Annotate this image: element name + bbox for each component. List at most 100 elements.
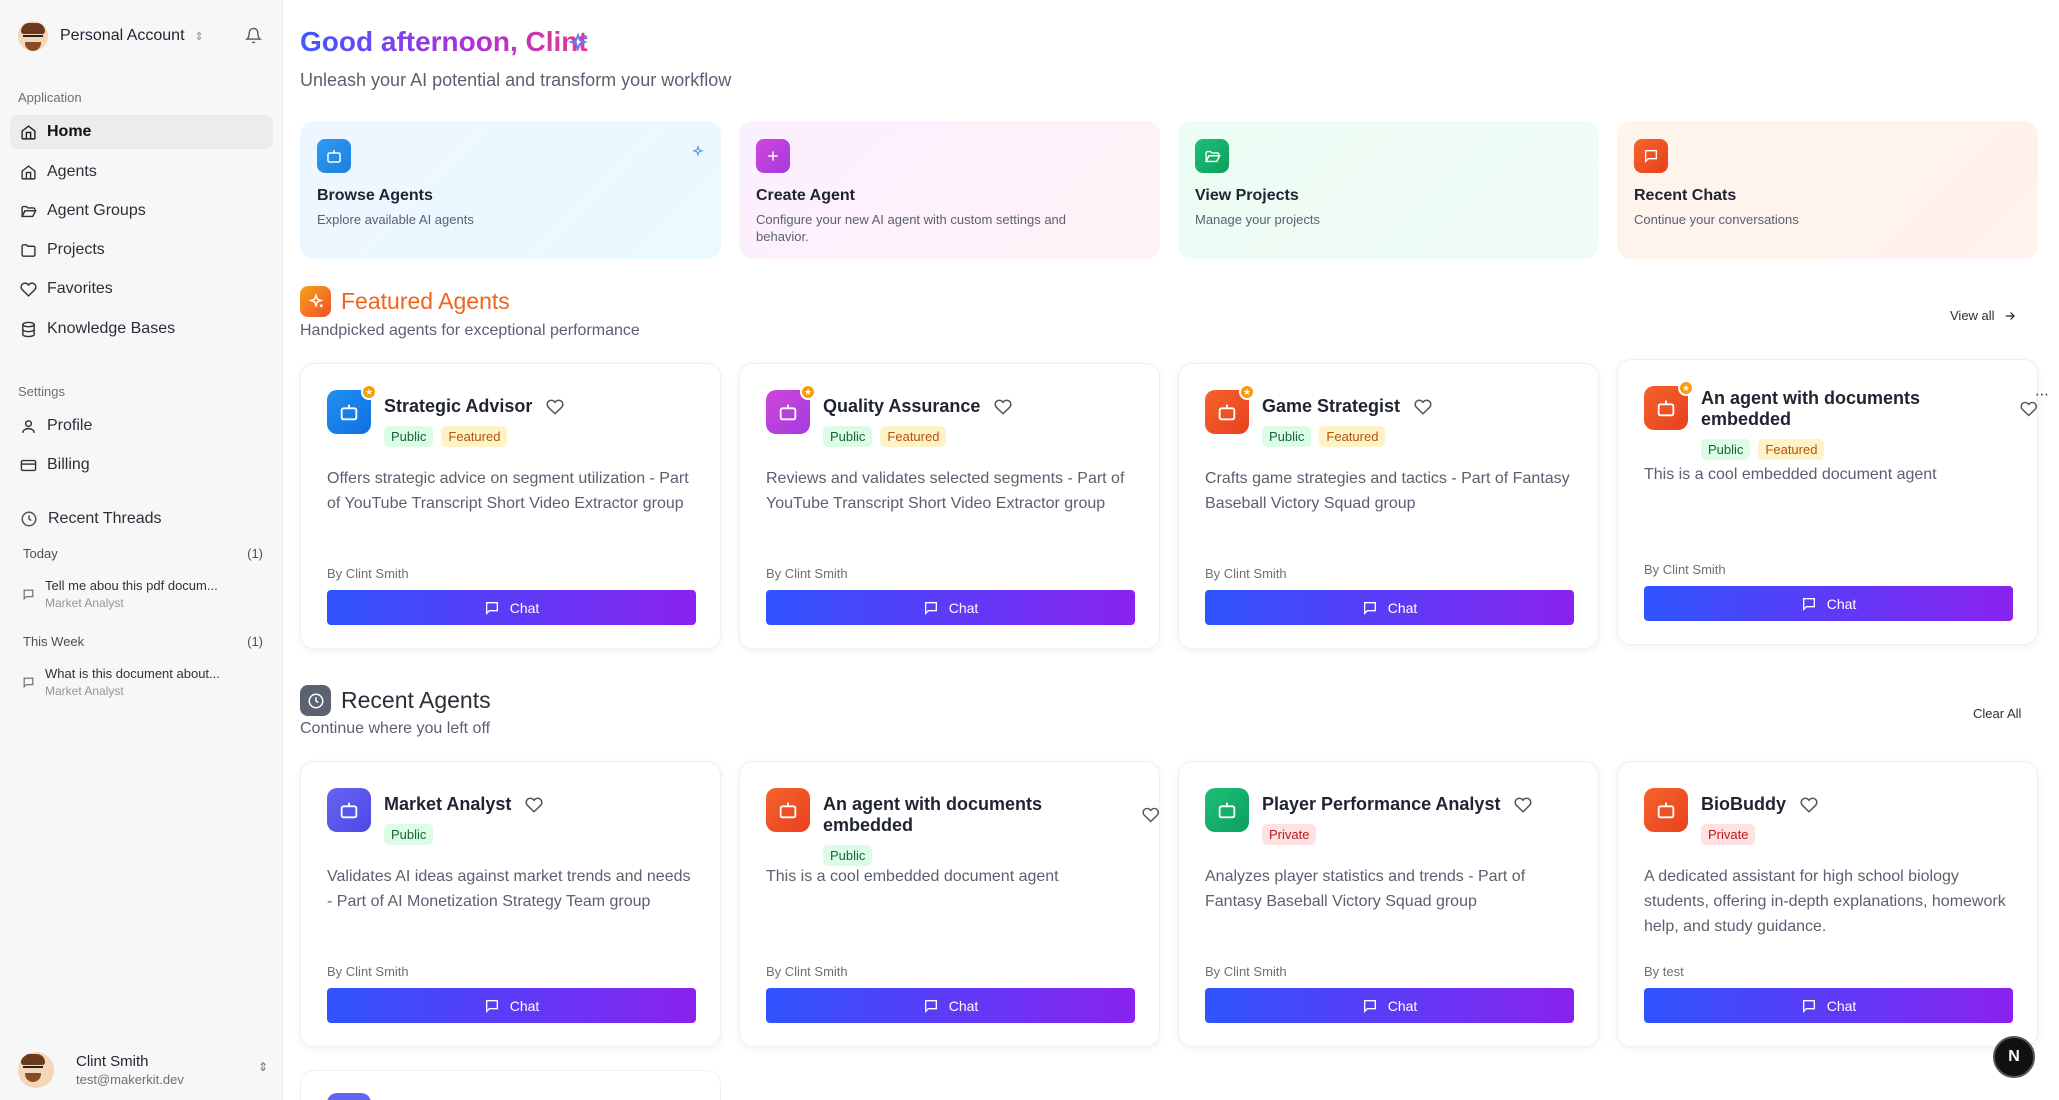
agent-card-quality-assurance[interactable]: ★ Quality Assurance Public Featured Revi…	[739, 363, 1160, 649]
agent-description: Validates AI ideas against market trends…	[327, 868, 691, 910]
message-icon	[1802, 597, 1815, 611]
heart-icon[interactable]	[2019, 400, 2037, 418]
agent-card-strategic-advisor[interactable]: ★ Strategic Advisor Public Featured Offe…	[300, 363, 721, 649]
chat-button[interactable]: Chat	[327, 988, 696, 1023]
recent-threads-header[interactable]: Recent Threads	[20, 510, 162, 528]
agent-name: Strategic Advisor	[384, 396, 533, 416]
agent-name: Player Performance Analyst	[1262, 794, 1501, 814]
agent-card-partial	[300, 1070, 721, 1100]
sidebar-item-billing[interactable]: Billing	[10, 448, 273, 482]
agent-description: A dedicated assistant for high school bi…	[1644, 868, 2006, 935]
recent-chats-card[interactable]: Recent Chats Continue your conversations	[1617, 121, 2038, 259]
chat-button[interactable]: Chat	[1205, 988, 1574, 1023]
star-icon: ★	[1239, 384, 1255, 400]
thread-item[interactable]: What is this document about... Market An…	[22, 666, 262, 698]
bot-icon	[317, 139, 351, 173]
sidebar-item-label: Home	[47, 123, 92, 140]
agent-card-market-analyst[interactable]: Market Analyst Public Validates AI ideas…	[300, 761, 721, 1047]
thread-title: What is this document about...	[45, 666, 220, 681]
view-projects-card[interactable]: View Projects Manage your projects	[1178, 121, 1599, 259]
agent-author: By Clint Smith	[1205, 566, 1287, 581]
bot-icon	[1644, 788, 1688, 832]
message-icon	[23, 589, 34, 601]
agent-card-documents-embedded-recent[interactable]: An agent with documents embedded Public …	[739, 761, 1160, 1047]
user-name: Clint Smith	[76, 1053, 149, 1070]
sparkles-icon	[568, 32, 588, 52]
heart-icon[interactable]	[1141, 806, 1159, 824]
featured-subtitle: Handpicked agents for exceptional perfor…	[300, 322, 640, 339]
agent-card-biobuddy[interactable]: BioBuddy Private A dedicated assistant f…	[1617, 761, 2038, 1047]
clock-icon	[21, 511, 37, 527]
agent-name: An agent with documents embedded	[823, 794, 1043, 835]
sidebar-item-agents[interactable]: Agents	[10, 155, 273, 189]
heart-icon[interactable]	[1414, 398, 1432, 416]
recent-section-header: Recent Agents	[300, 685, 491, 716]
private-badge: Private	[1701, 824, 1756, 845]
heart-icon[interactable]	[994, 398, 1012, 416]
sidebar-item-label: Favorites	[47, 280, 113, 297]
message-icon	[924, 601, 937, 615]
clear-all-button[interactable]: Clear All	[1973, 706, 2022, 721]
sidebar-item-favorites[interactable]: Favorites	[10, 272, 273, 306]
card-desc: Explore available AI agents	[317, 212, 474, 227]
heart-icon[interactable]	[546, 398, 564, 416]
message-icon	[924, 999, 937, 1013]
browse-agents-card[interactable]: Browse Agents Explore available AI agent…	[300, 121, 721, 259]
agent-author: By Clint Smith	[327, 566, 409, 581]
heart-icon[interactable]	[1514, 796, 1533, 814]
account-name: Personal Account	[60, 27, 185, 44]
agent-card-game-strategist[interactable]: ★ Game Strategist Public Featured Crafts…	[1178, 363, 1599, 649]
message-icon	[485, 601, 498, 615]
bot-icon: ★	[327, 384, 377, 434]
agent-author: By Clint Smith	[766, 566, 848, 581]
sidebar-item-knowledge-bases[interactable]: Knowledge Bases	[10, 312, 273, 346]
sidebar-item-projects[interactable]: Projects	[10, 233, 273, 267]
recent-title: Recent Agents	[341, 687, 491, 713]
folder-icon	[1195, 139, 1229, 173]
chat-button[interactable]: Chat	[766, 590, 1135, 625]
sidebar: Personal Account ⇕ Application Home Agen…	[0, 0, 283, 1100]
clock-icon	[300, 685, 331, 716]
sidebar-item-label: Knowledge Bases	[47, 320, 176, 337]
more-options-icon[interactable]: ⋯	[2035, 386, 2049, 402]
bot-icon	[1205, 788, 1249, 832]
featured-badge: Featured	[1319, 426, 1386, 447]
sidebar-item-home[interactable]: Home	[10, 115, 273, 149]
chat-button[interactable]: Chat	[766, 988, 1135, 1023]
settings-section-label: Settings	[18, 384, 65, 399]
sidebar-item-profile[interactable]: Profile	[10, 409, 273, 443]
agent-name: Quality Assurance	[823, 396, 981, 416]
thread-item[interactable]: Tell me abou this pdf docum... Market An…	[22, 578, 262, 610]
agent-name: An agent with documents embedded	[1701, 388, 1921, 429]
view-all-link[interactable]: View all	[1950, 308, 2017, 323]
agent-card-player-performance-analyst[interactable]: Player Performance Analyst Private Analy…	[1178, 761, 1599, 1047]
chat-button[interactable]: Chat	[327, 590, 696, 625]
heart-icon[interactable]	[525, 796, 543, 814]
card-desc: Continue your conversations	[1634, 212, 1799, 227]
next-devtools-badge[interactable]: N	[1993, 1036, 2035, 1078]
featured-badge: Featured	[1758, 439, 1825, 460]
chevron-up-down-icon: ⇕	[194, 30, 204, 43]
heart-icon[interactable]	[1800, 796, 1818, 814]
notifications-bell-icon[interactable]	[242, 24, 264, 46]
featured-title: Featured Agents	[341, 288, 510, 314]
create-agent-card[interactable]: Create Agent Configure your new AI agent…	[739, 121, 1160, 259]
sidebar-item-agent-groups[interactable]: Agent Groups	[10, 194, 273, 228]
folder-icon	[21, 243, 36, 257]
chat-button[interactable]: Chat	[1644, 586, 2013, 621]
card-title: Create Agent	[756, 187, 855, 204]
page-title: Good afternoon, Clint	[300, 26, 588, 57]
card-icon	[20, 459, 37, 471]
sidebar-item-label: Projects	[47, 241, 105, 258]
private-badge: Private	[1262, 824, 1317, 845]
public-badge: Public	[384, 426, 434, 447]
plus-icon	[756, 139, 790, 173]
chat-button[interactable]: Chat	[1205, 590, 1574, 625]
user-menu[interactable]: Clint Smith test@makerkit.dev ⇕	[18, 1052, 268, 1088]
folder-open-icon	[20, 205, 37, 217]
agent-card-documents-embedded[interactable]: ★ An agent with documents embedded Publi…	[1617, 359, 2049, 645]
account-switcher[interactable]: Personal Account ⇕	[18, 20, 204, 52]
chat-button[interactable]: Chat	[1644, 988, 2013, 1023]
sidebar-item-label: Billing	[47, 456, 90, 473]
user-email: test@makerkit.dev	[76, 1072, 184, 1087]
